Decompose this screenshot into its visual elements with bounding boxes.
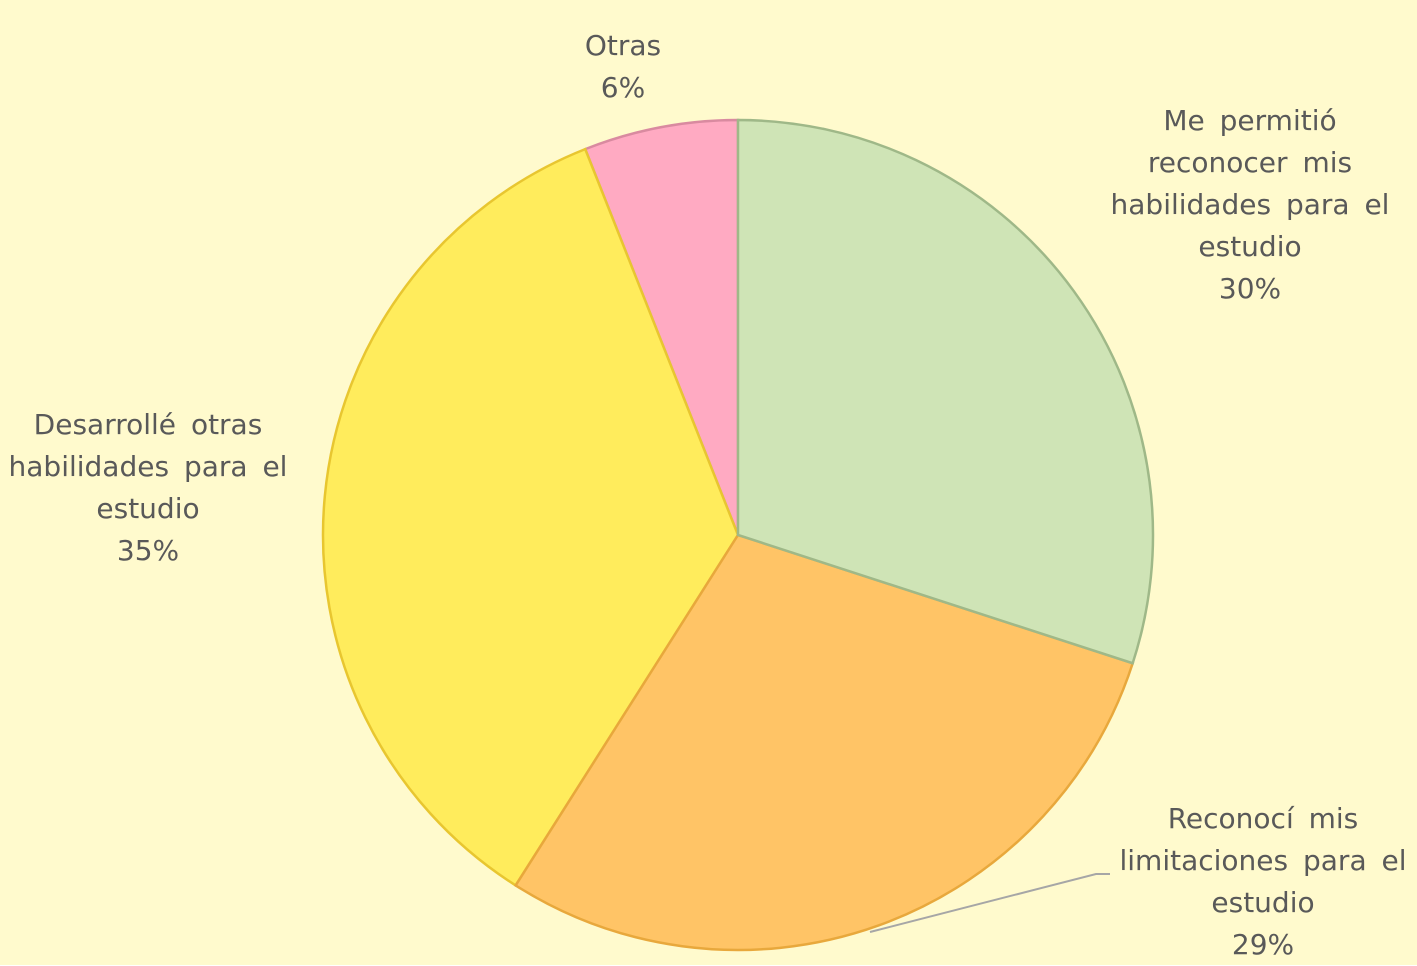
slice-label: Me permitió reconocer mis habilidades pa… [1100, 100, 1400, 310]
pie-slice [736, 118, 1155, 665]
slice-label: Reconocí mis limitaciones para el estudi… [1108, 798, 1417, 966]
leader-line [869, 873, 1110, 933]
pie-slice [513, 533, 1135, 952]
value-label: 30% [1218, 272, 1282, 305]
category-label: Reconocí mis limitaciones para el estudi… [1119, 802, 1407, 919]
category-label: Desarrollé otras habilidades para el est… [8, 408, 288, 525]
category-label: Otras [584, 29, 662, 62]
value-label: 29% [1231, 928, 1295, 961]
pie-slice [321, 147, 740, 888]
slice-label: Otras 6% [520, 25, 726, 109]
pie-slice [583, 118, 740, 536]
slice-label: Desarrollé otras habilidades para el est… [0, 404, 298, 572]
category-label: Me permitió reconocer mis habilidades pa… [1110, 104, 1390, 263]
value-label: 35% [116, 534, 180, 567]
value-label: 6% [600, 71, 646, 104]
